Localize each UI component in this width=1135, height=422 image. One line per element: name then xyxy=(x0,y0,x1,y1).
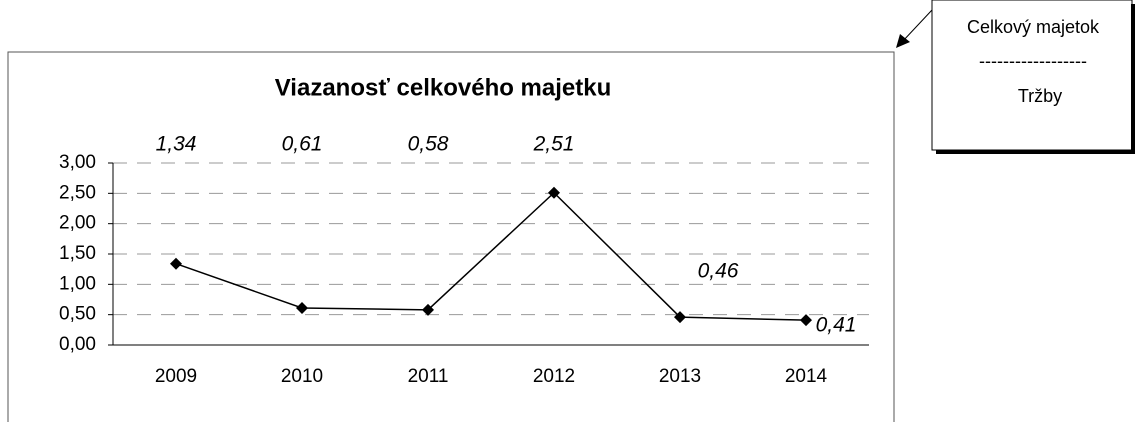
y-tick-label: 3,00 xyxy=(59,152,96,173)
callout-text: ------------------ xyxy=(979,51,1087,71)
marker xyxy=(548,186,560,199)
y-tick-label: 1,00 xyxy=(59,273,96,294)
callout-arrow xyxy=(901,9,933,43)
callout-arrowhead xyxy=(896,34,910,48)
x-tick-label: 2009 xyxy=(155,366,197,387)
y-tick-label: 2,00 xyxy=(59,213,96,234)
x-tick-label: 2013 xyxy=(659,366,701,387)
callout-box xyxy=(931,0,1133,151)
y-tick-label: 2,50 xyxy=(59,182,96,203)
callout-text: Tržby xyxy=(1018,86,1062,106)
data-label: 1,34 xyxy=(156,133,197,156)
marker xyxy=(296,301,308,314)
data-label: 0,41 xyxy=(816,314,857,337)
x-tick-label: 2010 xyxy=(281,366,323,387)
chart-frame xyxy=(7,51,895,422)
data-label: 2,51 xyxy=(533,133,575,156)
x-tick-label: 2011 xyxy=(408,366,449,387)
chart-title: Viazanosť celkového majetku xyxy=(275,74,612,101)
marker xyxy=(674,311,686,324)
y-tick-label: 0,50 xyxy=(59,304,96,325)
marker xyxy=(800,314,812,327)
x-tick-label: 2012 xyxy=(533,366,575,387)
marker xyxy=(422,303,434,316)
data-label: 0,58 xyxy=(408,133,449,156)
marker xyxy=(170,257,182,270)
data-label: 0,46 xyxy=(698,260,739,283)
y-tick-label: 0,00 xyxy=(59,334,96,355)
line xyxy=(175,191,807,321)
x-tick-label: 2014 xyxy=(785,366,828,387)
callout-text: Celkový majetok xyxy=(967,17,1100,37)
y-tick-label: 1,50 xyxy=(59,243,96,264)
data-label: 0,61 xyxy=(282,133,323,156)
